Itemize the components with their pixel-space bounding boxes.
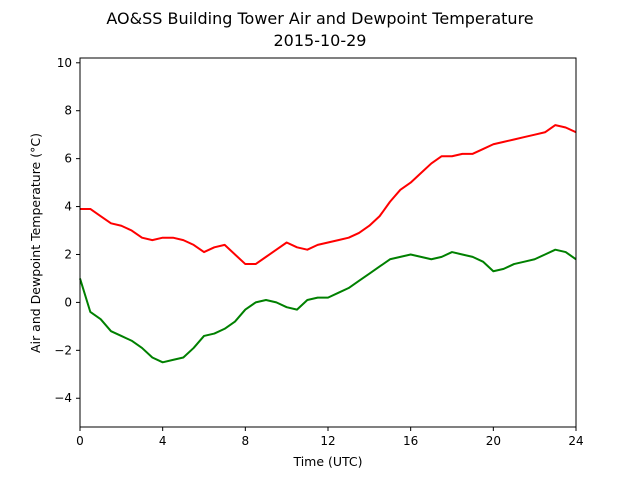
x-tick-label: 24 [568,434,583,448]
y-tick-label: −4 [54,391,72,405]
x-axis-label: Time (UTC) [292,454,362,469]
x-tick-label: 16 [403,434,418,448]
chart-title: AO&SS Building Tower Air and Dewpoint Te… [106,9,533,28]
x-axis: 0 4 8 12 16 20 24 [76,427,584,448]
chart-subtitle: 2015-10-29 [274,31,367,50]
y-tick-label: 2 [64,247,72,261]
x-tick-label: 8 [242,434,250,448]
y-tick-label: 6 [64,152,72,166]
y-tick-label: 10 [57,56,72,70]
x-tick-label: 20 [486,434,501,448]
x-tick-label: 4 [159,434,167,448]
y-tick-label: −2 [54,343,72,357]
series-line-1 [79,248,577,364]
y-tick-label: 8 [64,104,72,118]
y-tick-label: 0 [64,295,72,309]
y-tick-label: 4 [64,200,72,214]
x-tick-label: 0 [76,434,84,448]
y-axis-label: Air and Dewpoint Temperature (°C) [28,133,43,353]
x-tick-label: 12 [320,434,335,448]
plot-area [79,124,577,364]
y-axis: −4 −2 0 2 4 6 8 10 [54,56,80,405]
series-line-0 [80,124,577,266]
